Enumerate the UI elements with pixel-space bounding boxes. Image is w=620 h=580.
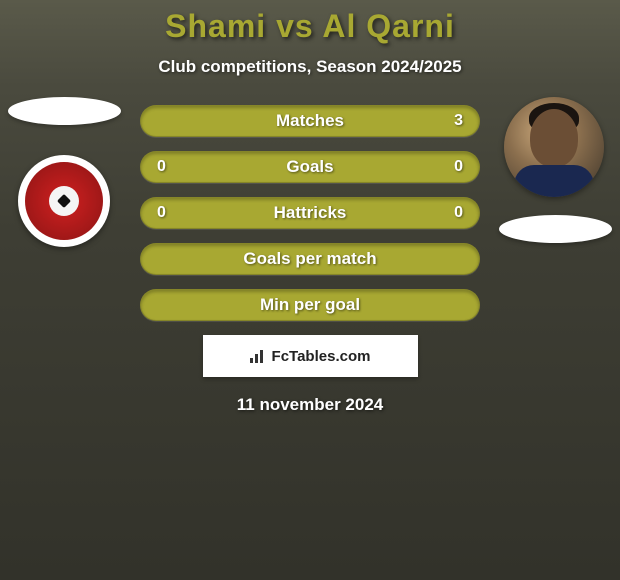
date-text: 11 november 2024 — [0, 395, 620, 415]
left-player-badges — [8, 97, 121, 247]
brand-logo: FcTables.com — [250, 348, 371, 365]
stat-label: Goals per match — [177, 249, 443, 269]
right-flag-placeholder — [499, 215, 612, 243]
club-logo — [25, 162, 103, 240]
player-jersey — [514, 165, 594, 197]
left-club-badge — [18, 155, 110, 247]
stat-left-value: 0 — [157, 204, 177, 222]
bar — [260, 350, 263, 363]
bar — [250, 358, 253, 363]
stat-row-goals-per-match: Goals per match — [140, 243, 480, 275]
stat-row-matches: Matches 3 — [140, 105, 480, 137]
stat-right-value: 3 — [443, 112, 463, 130]
stats-table: Matches 3 0 Goals 0 0 Hattricks 0 Goals … — [140, 105, 480, 321]
soccer-ball-icon — [49, 186, 79, 216]
stat-row-goals: 0 Goals 0 — [140, 151, 480, 183]
page-subtitle: Club competitions, Season 2024/2025 — [0, 57, 620, 77]
stat-row-hattricks: 0 Hattricks 0 — [140, 197, 480, 229]
page-title: Shami vs Al Qarni — [0, 8, 620, 45]
brand-name: FcTables.com — [272, 348, 371, 365]
brand-box[interactable]: FcTables.com — [203, 335, 418, 377]
stat-label: Matches — [177, 111, 443, 131]
stat-label: Goals — [177, 157, 443, 177]
stat-row-min-per-goal: Min per goal — [140, 289, 480, 321]
content-area: Matches 3 0 Goals 0 0 Hattricks 0 Goals … — [0, 105, 620, 415]
stat-right-value: 0 — [443, 158, 463, 176]
stat-right-value: 0 — [443, 204, 463, 222]
stat-left-value: 0 — [157, 158, 177, 176]
bar-chart-icon — [250, 349, 268, 363]
player-face — [530, 109, 578, 167]
right-player-photo — [504, 97, 604, 197]
right-player-badges — [504, 97, 612, 243]
stat-label: Hattricks — [177, 203, 443, 223]
stat-label: Min per goal — [177, 295, 443, 315]
header: Shami vs Al Qarni Club competitions, Sea… — [0, 0, 620, 77]
left-flag-placeholder — [8, 97, 121, 125]
bar — [255, 354, 258, 363]
